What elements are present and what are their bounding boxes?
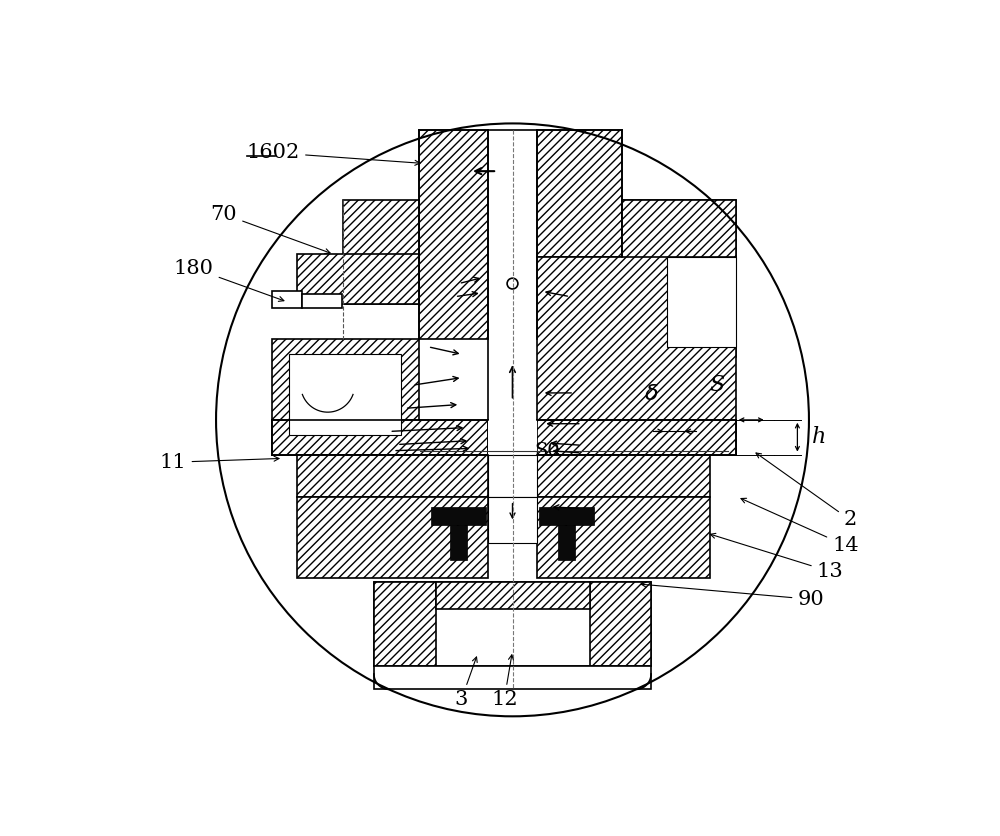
Bar <box>622 201 736 357</box>
Text: 3: 3 <box>455 657 477 709</box>
Bar <box>450 525 467 560</box>
Bar <box>289 354 401 436</box>
Bar <box>537 257 736 455</box>
Bar <box>590 582 651 666</box>
Text: 11: 11 <box>160 453 279 472</box>
Bar <box>488 420 537 455</box>
Bar <box>431 507 486 525</box>
Bar <box>272 339 419 455</box>
Text: 13: 13 <box>710 533 843 581</box>
Bar <box>488 130 537 453</box>
Text: 1602: 1602 <box>247 143 420 166</box>
Text: 2: 2 <box>756 453 857 529</box>
Bar <box>558 525 575 560</box>
Text: 12: 12 <box>491 655 518 709</box>
Bar <box>302 294 342 308</box>
Bar <box>488 455 537 497</box>
Bar <box>272 420 488 455</box>
Text: 70: 70 <box>211 205 330 253</box>
Bar <box>374 582 651 666</box>
Text: S0: S0 <box>534 441 560 460</box>
Bar <box>539 507 594 525</box>
Bar <box>537 420 736 455</box>
Text: 180: 180 <box>174 258 284 301</box>
Text: 14: 14 <box>741 498 859 555</box>
Bar <box>537 130 622 257</box>
Bar <box>297 455 488 497</box>
Bar <box>537 497 710 578</box>
Bar <box>419 130 488 339</box>
Bar <box>343 201 419 304</box>
Bar <box>622 201 736 331</box>
Bar <box>488 497 537 543</box>
Text: S: S <box>709 375 724 396</box>
Bar <box>272 291 302 308</box>
Bar <box>374 582 436 666</box>
Bar <box>297 497 488 578</box>
Text: h: h <box>812 426 826 448</box>
Bar <box>374 666 651 690</box>
Bar <box>622 257 705 331</box>
Bar <box>436 582 590 609</box>
Text: 90: 90 <box>641 582 824 609</box>
Bar <box>297 254 419 304</box>
Text: $\delta$: $\delta$ <box>644 384 658 405</box>
Bar <box>537 455 710 497</box>
Bar <box>666 257 736 347</box>
